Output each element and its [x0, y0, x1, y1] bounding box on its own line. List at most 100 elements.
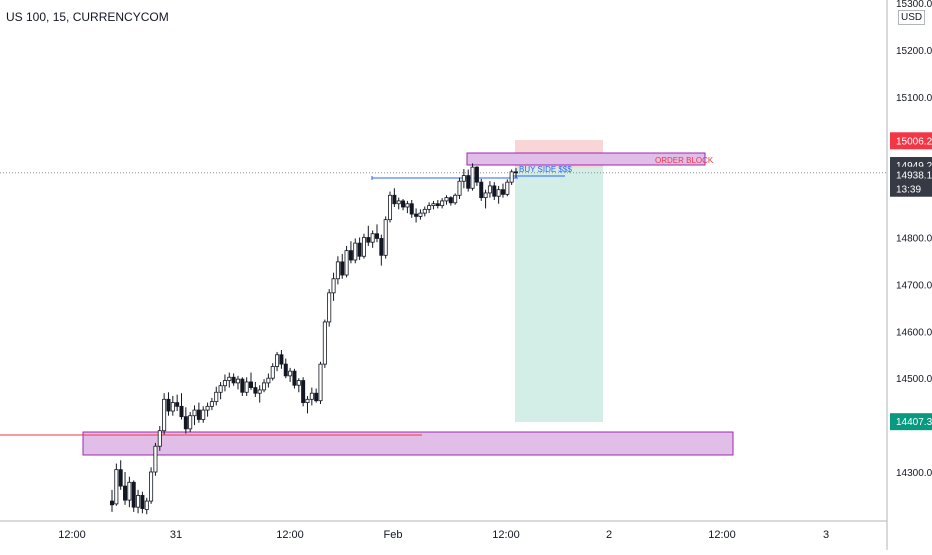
candle-body	[366, 237, 371, 243]
candle-body	[427, 205, 432, 210]
time-tick-label: 31	[170, 529, 182, 541]
candle-body	[292, 370, 297, 386]
candle-body	[283, 363, 288, 377]
candle-body	[262, 382, 267, 391]
candle-body	[209, 401, 214, 407]
candle-body	[170, 402, 175, 412]
candle-body	[401, 200, 406, 208]
candle-body	[444, 197, 449, 202]
price-tick-label: 14500.0	[896, 374, 932, 385]
candle-body	[509, 171, 514, 183]
candle-body	[179, 405, 184, 418]
price-axis-ticks: 15300.0 15200.0 15100.0 14800.0 14700.0 14600…	[896, 0, 932, 479]
candle-body	[448, 197, 453, 204]
candle-body	[487, 185, 492, 194]
candle-body	[318, 363, 323, 402]
candle-body	[244, 381, 249, 393]
candle-body	[144, 500, 149, 510]
candle-body	[457, 180, 462, 196]
candle-body	[396, 200, 401, 205]
candle-body	[466, 175, 471, 189]
price-tick-label: 14600.0	[896, 327, 932, 338]
candle-body	[409, 203, 414, 215]
time-tick-label: 12:00	[492, 529, 520, 541]
candle-body	[357, 242, 362, 257]
candle-body	[118, 469, 123, 487]
candle-body	[348, 250, 353, 261]
candle-body	[249, 381, 254, 388]
candle-body	[227, 376, 232, 381]
order-block-zone	[466, 152, 706, 166]
candle-body	[483, 192, 488, 199]
candle-body	[288, 370, 293, 377]
time-tick-label: 12:00	[708, 529, 736, 541]
candle-body	[157, 430, 162, 447]
candle-body	[392, 194, 397, 205]
candle-body	[479, 181, 484, 199]
candle-body	[383, 219, 388, 256]
candle-body	[496, 189, 501, 197]
candle-body	[253, 387, 258, 394]
candle-body	[353, 242, 358, 261]
candle-body	[149, 471, 154, 502]
candle-body	[305, 398, 310, 403]
candle-body	[183, 416, 188, 430]
candle-body	[140, 495, 145, 509]
currency-label[interactable]: USD	[898, 10, 926, 25]
candle-body	[136, 495, 141, 508]
candle-body	[196, 409, 201, 420]
candle-body	[153, 445, 158, 473]
candle-body	[505, 181, 510, 195]
candle-body	[435, 203, 440, 207]
price-tag-label: 14938.1	[896, 171, 932, 182]
candle-body	[309, 392, 314, 400]
candle-body	[231, 376, 236, 384]
candle-body	[123, 485, 128, 501]
candle-body	[205, 405, 210, 411]
candle-body	[361, 237, 366, 257]
candle-body	[370, 233, 375, 243]
candle-body	[500, 189, 505, 195]
price-tick-label: 15100.0	[896, 93, 932, 104]
candle-body	[461, 175, 466, 182]
symbol-title[interactable]: US 100, 15, CURRENCYCOM	[6, 10, 169, 24]
candle-body	[414, 213, 419, 217]
candle-body	[114, 469, 119, 505]
candle-body	[431, 203, 436, 207]
candle-body	[470, 166, 475, 189]
price-tag-target	[890, 413, 932, 431]
time-tick-label: 12:00	[276, 529, 304, 541]
price-tag-label: 15006.2	[896, 136, 932, 147]
time-axis-ticks: 12:00 31 12:00 Feb 12:00 2 12:00 3	[58, 529, 829, 541]
candle-body	[331, 278, 336, 294]
candle-body	[240, 378, 245, 393]
candle-body	[257, 389, 262, 394]
candle-body	[279, 354, 284, 365]
candle-body	[131, 481, 136, 508]
candle-body	[296, 380, 301, 386]
candle-body	[166, 398, 171, 412]
candle-body	[270, 366, 275, 379]
time-tick-label: 3	[823, 529, 829, 541]
candle-body	[422, 208, 427, 214]
price-tag-label: 14407.3	[896, 417, 932, 428]
time-tick-label: 12:00	[58, 529, 86, 541]
candle-body	[314, 392, 319, 402]
candle-body	[388, 194, 393, 221]
candle-body	[322, 321, 327, 365]
candle-body	[453, 194, 458, 204]
candle-body	[214, 391, 219, 403]
price-tick-label: 14800.0	[896, 234, 932, 245]
time-tick-label: 2	[606, 529, 612, 541]
time-tick-label: Feb	[384, 529, 403, 541]
candle-body	[492, 185, 497, 197]
take-profit-area	[515, 168, 603, 422]
buy-side-label: BUY SIDE $$$	[519, 165, 572, 174]
candle-body	[127, 481, 132, 501]
countdown-label: 13:39	[896, 185, 921, 196]
candle-body	[418, 212, 423, 217]
candle-body	[222, 380, 227, 387]
candle-body	[188, 415, 193, 430]
